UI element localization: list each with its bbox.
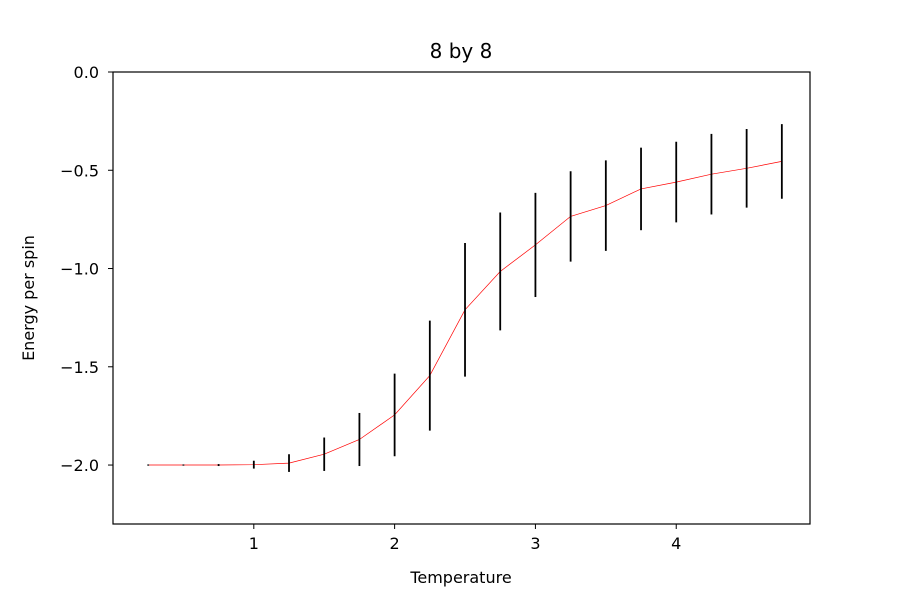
x-axis-label: Temperature <box>409 568 511 587</box>
x-tick-label: 3 <box>530 534 540 553</box>
y-tick-label: −1.5 <box>60 358 99 377</box>
y-tick-label: −1.0 <box>60 260 99 279</box>
y-axis-label: Energy per spin <box>19 235 38 361</box>
y-tick-label: −2.0 <box>60 456 99 475</box>
plot-frame <box>112 71 811 525</box>
x-axis: 1 2 3 4 <box>249 524 681 553</box>
x-tick-label: 4 <box>671 534 681 553</box>
y-tick-label: −0.5 <box>60 161 99 180</box>
x-tick-label: 2 <box>390 534 400 553</box>
y-tick-label: 0.0 <box>74 63 99 82</box>
chart-title: 8 by 8 <box>430 39 493 63</box>
x-tick-label: 1 <box>249 534 259 553</box>
series-layer <box>147 124 783 472</box>
y-axis: 0.0 −0.5 −1.0 −1.5 −2.0 <box>60 63 113 475</box>
